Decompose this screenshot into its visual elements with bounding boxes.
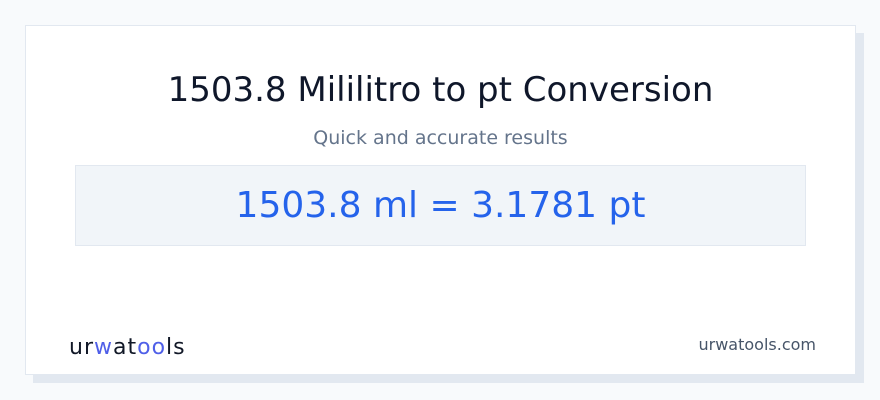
subtitle: Quick and accurate results xyxy=(313,127,568,149)
conversion-result: 1503.8 ml = 3.1781 pt xyxy=(235,185,646,226)
logo-part: at xyxy=(113,335,138,360)
logo-part: ur xyxy=(69,335,94,360)
result-box: 1503.8 ml = 3.1781 pt xyxy=(75,165,806,246)
conversion-card: 1503.8 Mililitro to pt Conversion Quick … xyxy=(25,25,856,375)
site-url: urwatools.com xyxy=(698,335,817,354)
urwatools-logo: urwatools xyxy=(69,335,186,360)
page-title: 1503.8 Mililitro to pt Conversion xyxy=(167,70,714,110)
logo-part: ls xyxy=(166,335,186,360)
logo-part: oo xyxy=(137,335,167,360)
logo-part: w xyxy=(94,335,113,360)
